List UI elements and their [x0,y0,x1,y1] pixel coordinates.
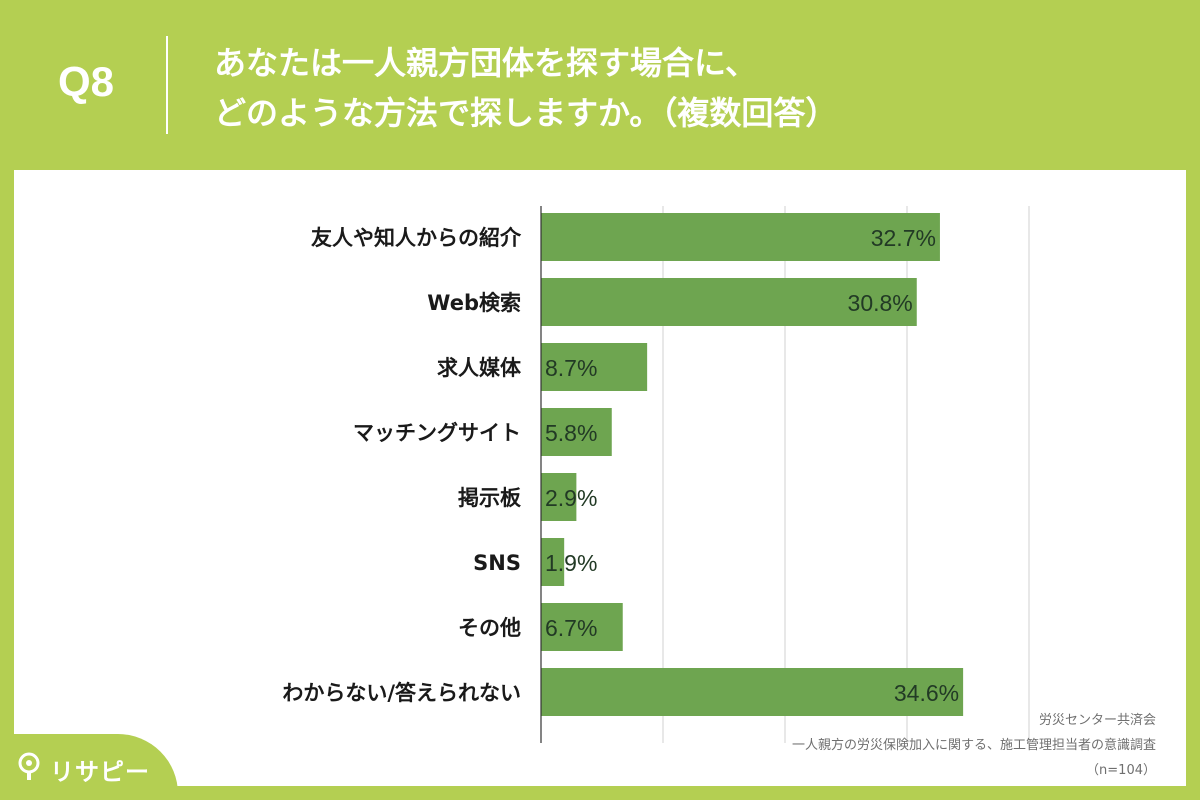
bar-3 [541,408,612,456]
bar-4 [541,473,577,521]
category-label: Web検索 [427,291,521,315]
source-survey-title: 一人親方の労災保険加入に関する、施工管理担当者の意識調査 [791,738,1156,753]
value-label: 1.9% [545,550,597,576]
chart-panel: 友人や知人からの紹介 32.7% Web検索 30.8% 求人媒体 8.7% マッチングサイ… [14,170,1186,786]
bar-7 [541,668,964,716]
category-label: 友人や知人からの紹介 [311,226,522,250]
category-label: 掲示板 [458,486,522,510]
bar-chart: 友人や知人からの紹介 32.7% Web検索 30.8% 求人媒体 8.7% マッチングサイ… [282,206,1030,743]
bar-5 [541,538,565,586]
question-title: あなたは一人親方団体を探す場合に、 どのような方法で探しますか。（複数回答） [214,44,838,132]
source-sample-size: （n=104） [1086,763,1156,778]
value-label: 8.7% [545,355,597,381]
brand-name: リサピー [50,758,150,786]
bar-6 [541,603,623,651]
value-label: 2.9% [545,485,597,511]
source-organization: 労災センター共済会 [1038,713,1156,728]
header: Q8 あなたは一人親方団体を探す場合に、 どのような方法で探しますか。（複数回答… [0,0,1200,170]
bar-2 [541,343,648,391]
bar-1 [541,278,917,326]
lightbulb-icon [18,752,40,780]
value-label: 34.6% [894,680,959,706]
category-label: その他 [458,616,521,640]
value-label: 6.7% [545,615,597,641]
question-number: Q8 [58,58,115,105]
category-label: 求人媒体 [437,356,522,380]
source-note: 労災センター共済会 一人親方の労災保険加入に関する、施工管理担当者の意識調査 （… [792,708,1156,783]
value-label: 30.8% [848,290,913,316]
value-label: 5.8% [545,420,597,446]
category-label: わからない/答えられない [282,681,521,705]
category-label: SNS [473,551,521,575]
brand-logo: リサピー [0,734,178,800]
category-label: マッチングサイト [353,421,521,445]
value-label: 32.7% [871,225,936,251]
bar-0 [541,213,940,261]
header-divider [166,36,168,134]
